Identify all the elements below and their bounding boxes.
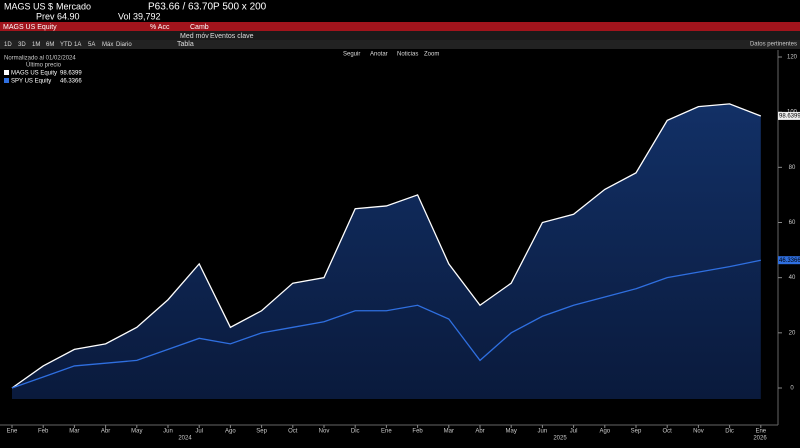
last-box bbox=[778, 256, 800, 265]
period[interactable]: Diario bbox=[116, 42, 132, 48]
vol: Vol 39,792 bbox=[118, 11, 161, 21]
security-bar bbox=[0, 22, 800, 31]
camb[interactable]: Camb bbox=[190, 24, 209, 31]
y-tick-label: 60 bbox=[789, 220, 796, 226]
x-tick-label: Feb bbox=[412, 429, 423, 435]
x-tick-label: Jun bbox=[163, 429, 173, 435]
x-tick-label: May bbox=[131, 429, 142, 435]
market: Mercado bbox=[56, 1, 91, 11]
tool[interactable]: Zoom bbox=[424, 52, 439, 58]
tab-bar bbox=[0, 31, 800, 40]
y-tick-label: 0 bbox=[790, 386, 794, 392]
last-label: 98.6399 bbox=[779, 113, 800, 119]
x-tick-label: Abr bbox=[101, 429, 110, 435]
x-tick-label: Abr bbox=[475, 429, 484, 435]
prev: Prev 64.90 bbox=[36, 11, 80, 21]
events[interactable]: Eventos clave bbox=[210, 33, 254, 40]
last-price: Último precio bbox=[26, 62, 62, 69]
x-tick-label: Mar bbox=[444, 429, 454, 435]
period[interactable]: Máx bbox=[102, 42, 113, 48]
legend-swatch bbox=[4, 70, 9, 75]
x-tick-label: Jul bbox=[195, 429, 203, 435]
x-tick-label: Sep bbox=[256, 429, 267, 435]
x-tick-label: Sep bbox=[631, 429, 642, 435]
quote: P63.66 / 63.70P 500 x 200 bbox=[148, 2, 267, 13]
x-tick-label: Oct bbox=[288, 429, 298, 435]
x-tick-label: Dic bbox=[351, 429, 360, 435]
x-tick-label: Feb bbox=[38, 429, 49, 435]
y-tick-label: 120 bbox=[787, 55, 798, 61]
x-tick-label: Mar bbox=[69, 429, 79, 435]
tool[interactable]: Anotar bbox=[370, 52, 388, 58]
period[interactable]: 5A bbox=[88, 42, 95, 48]
x-tick-label: Ene bbox=[7, 429, 18, 435]
x-tick-label: Jun bbox=[538, 429, 548, 435]
x-tick-label: Oct bbox=[663, 429, 673, 435]
tool[interactable]: Noticias bbox=[397, 52, 418, 58]
x-tick-label: Nov bbox=[693, 429, 704, 435]
x-tick-label: Ene bbox=[381, 429, 392, 435]
mov[interactable]: Med móv bbox=[180, 33, 209, 40]
period[interactable]: YTD bbox=[60, 42, 73, 48]
pertinent[interactable]: Datos pertinentes bbox=[750, 42, 797, 48]
tool[interactable]: Seguir bbox=[343, 52, 360, 58]
line bbox=[11, 103, 762, 389]
legend-entry: MAGS US Equity bbox=[11, 71, 57, 77]
x-tick-label: May bbox=[506, 429, 517, 435]
ticker: MAGS US $ bbox=[4, 1, 53, 11]
legend-entry: SPY US Equity bbox=[11, 79, 51, 85]
y-tick-label: 20 bbox=[789, 330, 796, 336]
year-label: 2024 bbox=[178, 436, 192, 442]
legend-value: 98.6399 bbox=[60, 71, 82, 77]
period[interactable]: 3D bbox=[18, 42, 26, 48]
y-tick-label: 40 bbox=[789, 275, 796, 281]
legend-value: 46.3366 bbox=[60, 79, 82, 85]
period[interactable]: 1M bbox=[32, 42, 40, 48]
last-label: 46.3366 bbox=[779, 258, 800, 264]
x-tick-label: Nov bbox=[319, 429, 330, 435]
x-tick-label: Ago bbox=[225, 429, 236, 435]
period[interactable]: 1A bbox=[74, 42, 81, 48]
year-label: 2026 bbox=[753, 436, 767, 442]
last-box bbox=[778, 111, 800, 120]
acc[interactable]: % Acc bbox=[150, 24, 170, 31]
legend-swatch bbox=[4, 78, 9, 83]
x-tick-label: Ago bbox=[599, 429, 610, 435]
period[interactable]: 1D bbox=[4, 42, 12, 48]
area bbox=[12, 103, 761, 400]
security: MAGS US Equity bbox=[3, 24, 57, 31]
x-tick-label: Dic bbox=[725, 429, 734, 435]
x-tick-label: Ene bbox=[755, 429, 766, 435]
year-label: 2025 bbox=[553, 436, 567, 442]
y-tick-label: 80 bbox=[789, 165, 796, 171]
normalized: Normalizado al 01/02/2024 bbox=[4, 56, 76, 62]
period[interactable]: 6M bbox=[46, 42, 54, 48]
line bbox=[11, 259, 761, 389]
period-bar bbox=[0, 40, 800, 49]
x-tick-label: Jul bbox=[570, 429, 578, 435]
table[interactable]: Tabla bbox=[177, 41, 194, 48]
